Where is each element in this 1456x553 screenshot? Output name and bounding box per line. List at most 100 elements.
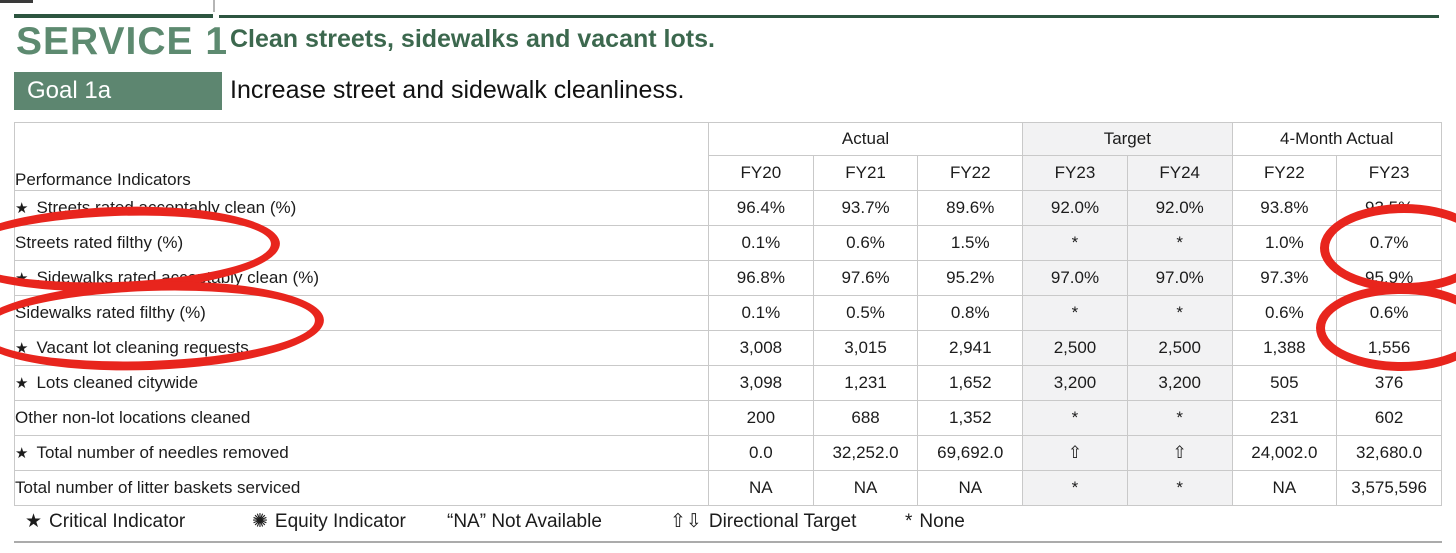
value-cell: *	[1126, 225, 1233, 261]
value-cell: 3,575,596	[1336, 470, 1442, 506]
column-group-row: Performance Indicators Actual Target 4-M…	[14, 122, 1443, 191]
value-cell: *	[1022, 400, 1128, 436]
col-header-fy23-4month: FY23	[1336, 155, 1442, 191]
value-cell: 92.0%	[1126, 190, 1233, 226]
col-header-fy20: FY20	[708, 155, 814, 191]
value-cell: NA	[812, 470, 919, 506]
value-cell: 97.6%	[812, 260, 919, 296]
indicator-label: ★ Lots cleaned citywide	[14, 365, 709, 401]
value-cell: *	[1126, 400, 1233, 436]
value-cell: 95.2%	[917, 260, 1024, 296]
value-cell: 0.5%	[812, 295, 919, 331]
col-header-fy21: FY21	[812, 155, 919, 191]
value-cell: 93.7%	[812, 190, 919, 226]
legend-directional-target: ⇧⇩ Directional Target	[670, 511, 857, 532]
critical-star-icon: ★	[15, 375, 29, 392]
value-cell: 0.8%	[917, 295, 1024, 331]
value-cell: 688	[812, 400, 919, 436]
value-cell: 231	[1231, 400, 1338, 436]
service-label: SERVICE 1	[16, 20, 229, 63]
value-cell: 3,200	[1126, 365, 1233, 401]
directional-target-up-icon: ⇧	[1022, 435, 1128, 471]
critical-star-icon: ★	[25, 511, 43, 532]
indicator-label: ★ Streets rated acceptably clean (%)	[14, 190, 709, 226]
fiscal-year-header-row: FY20 FY21 FY22 FY23 FY24 FY22 FY23	[15, 155, 1442, 191]
legend-none: * None	[905, 511, 965, 532]
value-cell: 3,200	[1022, 365, 1128, 401]
value-cell: 505	[1231, 365, 1338, 401]
value-cell: 96.4%	[708, 190, 814, 226]
group-header-4-month-actual: 4-Month Actual	[1231, 122, 1443, 156]
table-row: ★ Sidewalks rated acceptably clean (%) 96…	[14, 260, 1442, 296]
value-cell: 97.0%	[1022, 260, 1128, 296]
value-cell: 1,388	[1231, 330, 1338, 366]
up-down-arrows-icon: ⇧⇩	[670, 511, 702, 532]
value-cell: 97.0%	[1126, 260, 1233, 296]
value-cell: NA	[917, 470, 1024, 506]
value-cell: 32,680.0	[1336, 435, 1442, 471]
indicator-label: ★ Vacant lot cleaning requests	[14, 330, 709, 366]
value-cell: *	[1126, 295, 1233, 331]
value-cell: 0.6%	[1231, 295, 1338, 331]
col-header-fy24-target: FY24	[1126, 155, 1233, 191]
header-rule	[14, 14, 213, 18]
value-cell: 1.5%	[917, 225, 1024, 261]
value-cell: 96.8%	[708, 260, 814, 296]
goal-badge: Goal 1a	[14, 72, 222, 110]
value-cell: 1.0%	[1231, 225, 1338, 261]
value-cell: 1,652	[917, 365, 1024, 401]
value-cell: 0.6%	[812, 225, 919, 261]
value-cell: *	[1022, 295, 1128, 331]
performance-indicators-table: Performance Indicators Actual Target 4-M…	[14, 122, 1443, 506]
table-row: ★ Total number of needles removed 0.0 32,…	[14, 435, 1442, 471]
indicator-label: Total number of litter baskets serviced	[14, 470, 709, 506]
value-cell: 2,500	[1126, 330, 1233, 366]
value-cell: 24,002.0	[1231, 435, 1338, 471]
indicator-label: ★ Total number of needles removed	[14, 435, 709, 471]
critical-star-icon: ★	[15, 445, 29, 462]
value-cell: 200	[708, 400, 814, 436]
critical-star-icon: ★	[15, 200, 29, 217]
indicator-label: Other non-lot locations cleaned	[14, 400, 709, 436]
value-cell: *	[1022, 225, 1128, 261]
table-row: ★ Vacant lot cleaning requests 3,008 3,01…	[14, 330, 1442, 366]
col-header-fy23-target: FY23	[1022, 155, 1128, 191]
value-cell: 0.7%	[1336, 225, 1442, 261]
table-legend: ★ Critical Indicator ✺ Equity Indicator “N…	[14, 505, 1442, 543]
page-crop-artifact	[213, 0, 215, 12]
critical-star-icon: ★	[15, 270, 29, 287]
row-header-performance-indicators: Performance Indicators	[14, 122, 709, 191]
value-cell: 1,556	[1336, 330, 1442, 366]
value-cell: 92.0%	[1022, 190, 1128, 226]
indicator-label: ★ Sidewalks rated acceptably clean (%)	[14, 260, 709, 296]
value-cell: NA	[708, 470, 814, 506]
legend-equity-indicator: ✺ Equity Indicator	[252, 511, 406, 532]
table-row: Streets rated filthy (%) 0.1% 0.6% 1.5% …	[14, 225, 1442, 261]
directional-target-up-icon: ⇧	[1126, 435, 1233, 471]
group-header-target: Target	[1022, 122, 1233, 156]
value-cell: 2,500	[1022, 330, 1128, 366]
value-cell: 2,941	[917, 330, 1024, 366]
table-row: Total number of litter baskets serviced …	[14, 470, 1442, 506]
table-row: ★ Streets rated acceptably clean (%) 96.4…	[14, 190, 1442, 226]
indicator-label: Sidewalks rated filthy (%)	[14, 295, 709, 331]
value-cell: 3,008	[708, 330, 814, 366]
value-cell: 602	[1336, 400, 1442, 436]
value-cell: 32,252.0	[812, 435, 919, 471]
value-cell: 95.9%	[1336, 260, 1442, 296]
value-cell: 1,231	[812, 365, 919, 401]
critical-star-icon: ★	[15, 340, 29, 357]
goal-label: Goal 1a	[27, 77, 112, 104]
value-cell: 0.0	[708, 435, 814, 471]
value-cell: 69,692.0	[917, 435, 1024, 471]
group-header-actual: Actual	[707, 122, 1024, 156]
value-cell: *	[1022, 470, 1128, 506]
header-rule	[219, 15, 1439, 18]
service-title: Clean streets, sidewalks and vacant lots…	[230, 25, 715, 53]
value-cell: 3,098	[708, 365, 814, 401]
indicator-label: Streets rated filthy (%)	[14, 225, 709, 261]
page-crop-artifact	[0, 0, 33, 3]
table-row: ★ Lots cleaned citywide 3,098 1,231 1,652…	[14, 365, 1442, 401]
legend-na: “NA” Not Available	[447, 511, 602, 532]
value-cell: 0.1%	[708, 295, 814, 331]
